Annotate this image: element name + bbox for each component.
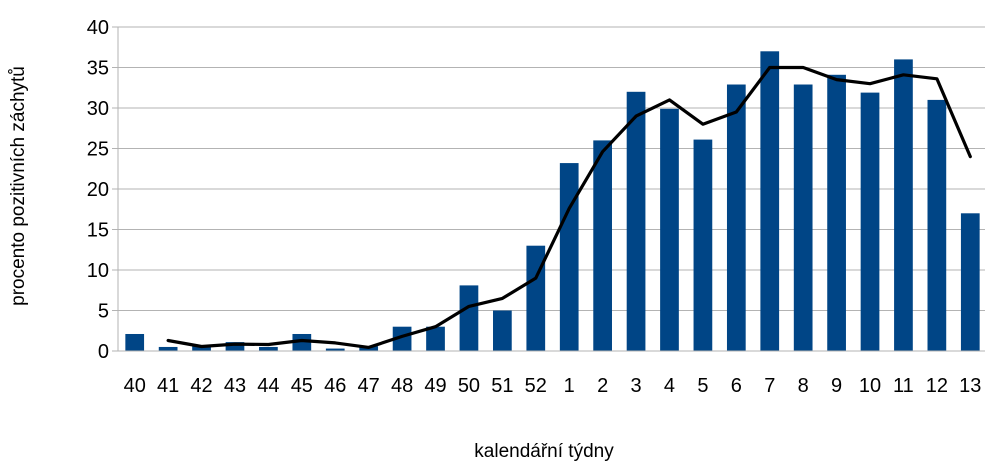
x-tick-label: 48 [391,375,413,397]
bar [927,99,947,352]
y-axis-title: procento pozitivních záchytů [8,66,29,306]
bar [660,108,679,351]
x-tick-label: 49 [424,375,446,397]
bar [325,348,345,351]
x-tick-label: 42 [190,375,212,397]
x-tick-label: 2 [597,375,608,397]
x-tick-label: 10 [859,375,881,397]
bar [559,163,579,351]
bar [392,326,412,351]
bar [292,333,312,351]
x-tick-label: 44 [257,375,279,397]
bar-series [125,51,980,352]
bar [693,139,713,351]
x-tick-label: 7 [764,375,775,397]
x-tick-label: 52 [525,375,547,397]
x-tick-label: 40 [124,375,146,397]
x-tick-label: 41 [157,375,179,397]
bar [793,84,813,351]
x-tick-label: 46 [324,375,346,397]
bar [192,346,211,351]
x-tick-label: 50 [458,375,480,397]
x-tick-label: 1 [564,375,575,397]
gridlines [112,26,985,352]
bar [860,92,880,352]
x-tick-label: 3 [630,375,641,397]
x-tick-label: 6 [731,375,742,397]
x-tick-label: 45 [291,375,313,397]
y-tick-label: 30 [87,98,109,120]
y-tick-label: 35 [87,58,109,80]
bar [426,326,445,351]
bar [960,213,980,351]
x-tick-label: 5 [697,375,708,397]
y-tick-label: 15 [87,220,109,242]
bar [726,84,746,351]
x-tick-label: 8 [798,375,809,397]
bar [626,91,646,352]
bar [259,346,278,351]
x-axis-title: kalendářní týdny [474,441,614,462]
bar [760,51,780,352]
bar [158,346,178,351]
bar [894,59,913,352]
x-tick-label: 43 [224,375,246,397]
x-tick-label: 13 [959,375,981,397]
bar [459,285,479,351]
y-tick-labels: 0 5 10 15 20 25 30 35 40 [87,17,109,363]
line-series [166,65,972,349]
x-tick-label: 9 [831,375,842,397]
x-tick-label: 47 [358,375,380,397]
x-tick-label: 12 [926,375,948,397]
y-tick-label: 10 [87,260,109,282]
bar [593,140,612,351]
y-tick-label: 40 [87,17,109,39]
bar [125,333,145,351]
x-tick-label: 51 [491,375,513,397]
axes [117,27,985,352]
y-tick-label: 0 [98,341,109,363]
bar [827,74,846,351]
x-tick-label: 4 [664,375,675,397]
bar [225,342,245,351]
y-tick-label: 20 [87,179,109,201]
bar [493,310,512,351]
x-tick-label: 11 [893,375,914,397]
y-tick-label: 25 [87,139,109,161]
x-tick-labels: 40 41 42 43 44 45 46 47 48 49 50 51 52 1 2 3 4 5 6 7 8 9 10 11 1… [124,375,982,397]
trend-line [166,65,972,349]
y-tick-label: 5 [98,301,109,323]
